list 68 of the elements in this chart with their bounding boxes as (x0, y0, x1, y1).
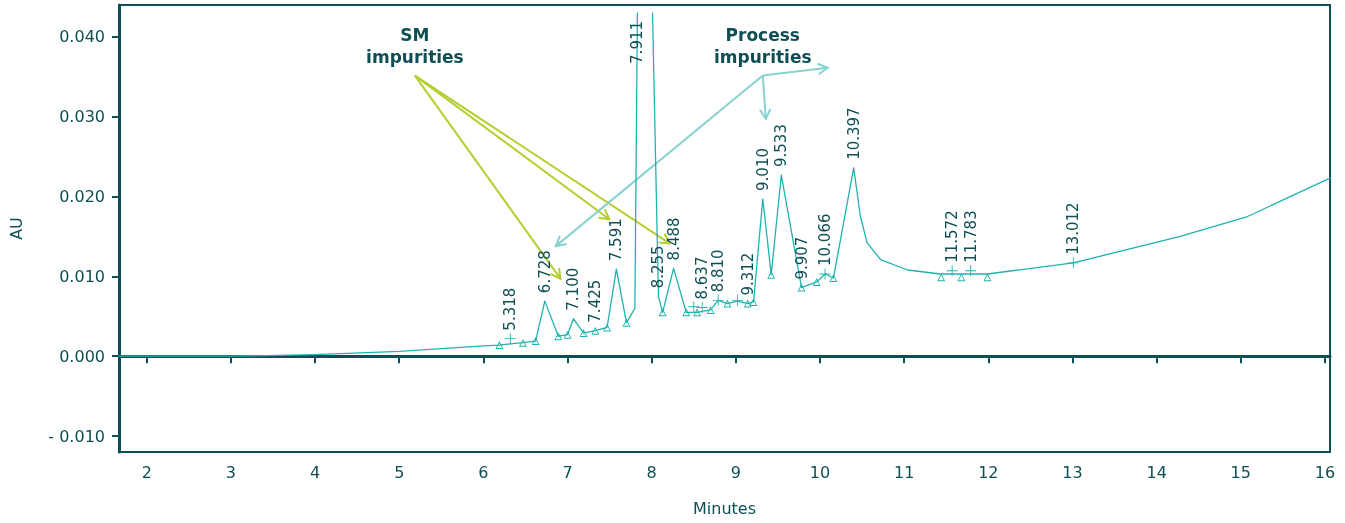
point (518, 338, 527, 347)
y-axis-title: AU (6, 217, 26, 240)
annotation: 5.318 (501, 287, 520, 331)
annotation: SM impurities (365, 23, 465, 68)
point (531, 337, 540, 346)
x-tick-label: 8 (646, 462, 657, 482)
x-tick-label: 14 (1146, 462, 1167, 482)
annotation: 11.783 (961, 210, 980, 263)
x-tick-label: 2 (141, 462, 152, 482)
annotation: 8.810 (709, 249, 728, 293)
x-axis-title: Minutes (693, 498, 756, 518)
annotation: Process impurities (712, 23, 813, 68)
point (682, 308, 691, 317)
point (1067, 257, 1079, 269)
point (965, 265, 977, 277)
y-tick-label: - 0.010 (48, 426, 105, 446)
y-tick-label: 0.010 (59, 266, 105, 286)
point (732, 294, 744, 306)
point (712, 294, 724, 306)
x-tick-label: 10 (809, 462, 831, 482)
point (946, 265, 958, 277)
point (749, 297, 758, 306)
y-tick-label: 0.020 (59, 187, 105, 207)
annotation: 13.012 (1064, 202, 1083, 255)
point (829, 273, 838, 282)
annotation: 10.397 (844, 107, 863, 160)
x-tick-label: 3 (225, 462, 237, 482)
point (504, 333, 516, 345)
point (696, 302, 708, 314)
point (495, 341, 504, 350)
point (622, 318, 631, 327)
x-tick-label: 13 (1062, 462, 1083, 482)
x-tick-label: 7 (562, 462, 573, 482)
point (723, 299, 732, 308)
point (957, 273, 966, 282)
annotation: 7.100 (564, 267, 583, 311)
annotation: 7.591 (607, 218, 626, 262)
point (743, 299, 752, 308)
point (812, 277, 821, 286)
annotation: 7.911 (628, 20, 647, 64)
y-tick-label: 0.000 (59, 346, 105, 366)
point (554, 332, 563, 341)
y-tick-label: 0.030 (59, 107, 105, 127)
point (983, 273, 992, 282)
y-tick-label: 0.040 (59, 27, 105, 47)
x-tick-label: 11 (893, 462, 915, 482)
x-tick-label: 16 (1314, 462, 1336, 482)
point (591, 326, 600, 335)
x-tick-label: 4 (309, 462, 321, 482)
x-tick-label: 5 (394, 462, 405, 482)
point (767, 270, 776, 279)
annotation: 9.533 (772, 124, 791, 168)
x-tick-label: 12 (978, 462, 999, 482)
annotation: 9.907 (792, 236, 811, 280)
annotation: 7.425 (586, 279, 605, 323)
point (579, 329, 588, 338)
point (688, 301, 700, 313)
x-tick-label: 9 (730, 462, 741, 482)
x-tick-label: 6 (478, 462, 489, 482)
point (563, 330, 572, 339)
annotation: 8.637 (693, 256, 712, 300)
annotation: 11.572 (943, 210, 962, 263)
annotation: 6.728 (535, 250, 554, 294)
annotation: 10.066 (816, 213, 835, 266)
point (706, 305, 715, 314)
x-tick-label: 15 (1230, 462, 1251, 482)
annotation: 9.312 (738, 252, 757, 296)
annotation: 9.010 (753, 148, 772, 191)
